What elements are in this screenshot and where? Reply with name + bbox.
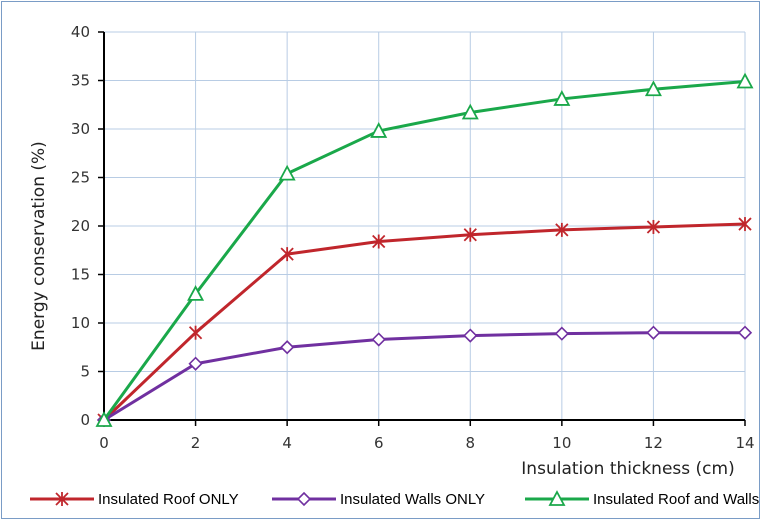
data-point-diamond xyxy=(554,326,569,341)
series-line xyxy=(102,222,746,422)
y-axis-title: Energy conservation (%) xyxy=(29,141,49,351)
legend-label: Insulated Roof ONLY xyxy=(98,491,239,508)
x-tick-label: 12 xyxy=(644,434,663,452)
legend-label: Insulated Walls ONLY xyxy=(340,491,485,508)
y-tick-label: 0 xyxy=(80,411,90,429)
data-point-star xyxy=(280,247,294,262)
axes xyxy=(98,31,746,426)
legend-item: Insulated Walls ONLY xyxy=(272,491,485,508)
data-point-star xyxy=(372,234,386,249)
y-tick-label: 25 xyxy=(71,169,90,187)
x-tick-label: 0 xyxy=(99,434,109,452)
data-point-star xyxy=(555,222,569,237)
x-tick-label: 2 xyxy=(191,434,201,452)
x-tick-label: 6 xyxy=(374,434,384,452)
data-point-triangle xyxy=(95,411,113,427)
tick-labels: 0 5 10 15 20 25 30 35 40 0 2 4 6 8 10 12 14 xyxy=(71,23,755,452)
legend-item: Insulated Roof ONLY xyxy=(30,491,239,508)
data-point-diamond xyxy=(371,332,386,347)
legend-item: Insulated Roof and Walls xyxy=(525,490,759,508)
y-tick-label: 15 xyxy=(71,266,90,284)
y-tick-label: 10 xyxy=(71,314,90,332)
data-point-triangle xyxy=(736,72,754,89)
data-point-triangle xyxy=(187,285,205,301)
data-point-diamond xyxy=(463,328,478,343)
data-point-diamond xyxy=(296,491,312,507)
data-point-triangle xyxy=(548,490,566,506)
series-triangle xyxy=(95,72,754,427)
y-tick-label: 30 xyxy=(71,120,90,138)
data-point-triangle xyxy=(278,164,296,181)
data-point-triangle xyxy=(461,103,479,120)
y-tick-label: 5 xyxy=(80,363,90,381)
x-tick-label: 4 xyxy=(282,434,292,452)
y-tick-label: 40 xyxy=(71,23,90,41)
y-tick-label: 35 xyxy=(71,72,90,90)
data-point-star xyxy=(463,227,477,242)
data-point-diamond xyxy=(737,325,753,340)
series-line xyxy=(103,331,745,422)
y-tick-label: 20 xyxy=(71,217,90,235)
series-layer xyxy=(95,72,754,428)
series-line xyxy=(102,79,746,421)
data-point-triangle xyxy=(644,80,662,97)
data-point-diamond xyxy=(646,325,661,340)
data-point-star xyxy=(55,492,69,506)
x-tick-label: 10 xyxy=(552,434,571,452)
grid xyxy=(104,31,746,420)
x-tick-label: 8 xyxy=(466,434,476,452)
data-point-star xyxy=(738,217,752,232)
data-point-diamond xyxy=(188,356,203,371)
x-tick-label: 14 xyxy=(735,434,754,452)
data-point-star xyxy=(188,325,203,340)
legend-label: Insulated Roof and Walls xyxy=(593,491,759,508)
data-point-star xyxy=(646,219,661,234)
legend: Insulated Roof ONLY Insulated Walls ONLY I… xyxy=(30,490,759,508)
data-point-triangle xyxy=(553,90,571,106)
data-point-triangle xyxy=(370,122,388,138)
x-axis-title: Insulation thickness (cm) xyxy=(521,459,734,479)
data-point-diamond xyxy=(280,340,295,355)
